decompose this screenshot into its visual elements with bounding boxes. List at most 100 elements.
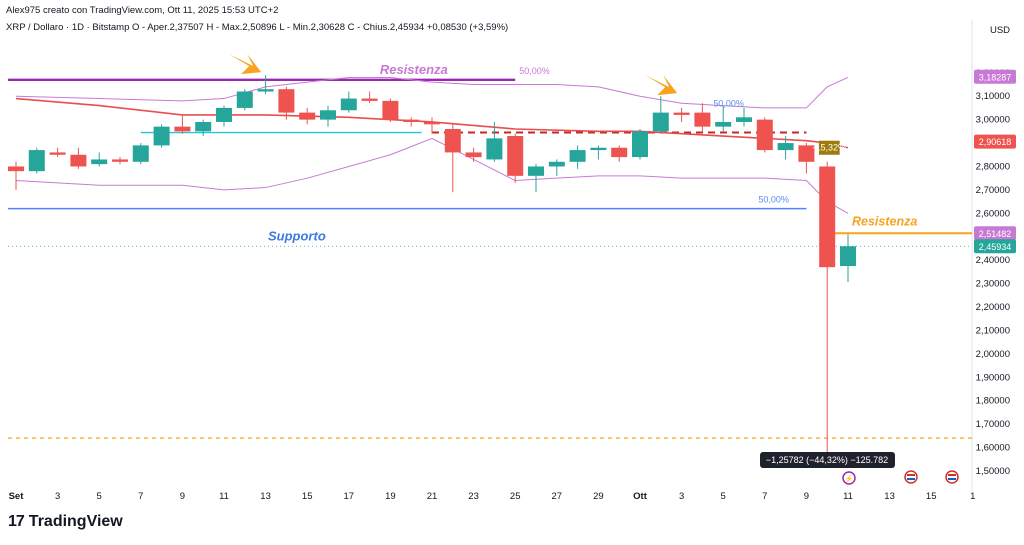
bollinger-lower-line — [15, 137, 849, 214]
candle-body — [673, 112, 690, 115]
x-tick-label: 27 — [552, 491, 563, 502]
candle-body — [590, 147, 607, 151]
support-label: Supporto — [268, 229, 326, 244]
candle-body — [153, 126, 170, 146]
x-tick-label: 23 — [468, 491, 479, 502]
tradingview-logo: 17 TradingView — [8, 513, 123, 531]
x-tick-label: 15 — [926, 491, 937, 502]
x-tick-label: 17 — [344, 491, 355, 502]
candle-body — [632, 131, 648, 158]
x-tick-label: 7 — [138, 491, 143, 502]
y-tick-label: 1,90000 — [976, 372, 1010, 383]
candle-body — [320, 110, 336, 120]
price-tag — [974, 239, 1016, 254]
candle-body — [777, 143, 794, 151]
chart-credit: Alex975 creato con TradingView.com, Ott … — [6, 5, 279, 16]
price-tag-label: 2,90618 — [979, 137, 1012, 147]
price-tag — [974, 226, 1016, 241]
x-tick-label: 11 — [843, 491, 853, 502]
x-tick-label: 13 — [884, 491, 895, 502]
candle-body — [528, 166, 544, 176]
candle-body — [8, 166, 24, 172]
candle-body — [132, 145, 149, 162]
us-flag-event-icon — [904, 470, 918, 484]
y-tick-label: 2,00000 — [976, 349, 1010, 360]
y-tick-label: 2,30000 — [976, 279, 1010, 290]
dashed-mid-pct: 50,00% — [713, 99, 744, 109]
candle-body — [736, 117, 752, 122]
y-tick-label: 2,10000 — [976, 325, 1010, 336]
flag-stripe — [907, 478, 915, 480]
arrow-icon — [229, 54, 262, 75]
price-tag — [974, 134, 1016, 149]
candle-body — [236, 91, 253, 108]
x-tick-label: 5 — [721, 491, 726, 502]
candle-body — [174, 126, 191, 132]
bollinger-upper-line — [15, 76, 849, 109]
resistance-pct-top: 50,00% — [519, 66, 550, 76]
x-tick-label: 9 — [180, 491, 185, 502]
y-tick-label: 3,00000 — [976, 115, 1010, 126]
us-flag-event-icon — [945, 470, 959, 484]
lightning-event-icon — [842, 471, 856, 485]
candle-body — [798, 145, 815, 162]
candle-body — [403, 119, 420, 122]
candle-body — [840, 246, 856, 266]
drop-percent-label: -15,32% — [813, 143, 847, 153]
x-tick-label: Set — [9, 491, 25, 502]
x-tick-label: 21 — [427, 491, 438, 502]
candle-body — [340, 98, 357, 111]
price-tag — [974, 69, 1016, 84]
candle-body — [611, 147, 628, 158]
candle-body — [569, 150, 586, 162]
candle-body — [465, 152, 482, 158]
tradingview-logo-text: TradingView — [28, 513, 123, 530]
x-tick-label: 7 — [762, 491, 767, 502]
x-tick-label: 9 — [804, 491, 809, 502]
y-tick-label: 3,10000 — [976, 91, 1010, 102]
candle-body — [756, 119, 773, 151]
candle-body — [49, 152, 66, 155]
symbol-ohlc-legend: XRP / Dollaro · 1D · Bitstamp O - Aper.2… — [6, 22, 509, 33]
resistance-label-top: Resistenza — [380, 62, 448, 77]
candle-body — [507, 136, 524, 176]
y-tick-label: 2,70000 — [976, 185, 1010, 196]
x-tick-label: 19 — [385, 491, 396, 502]
bollinger-mid-line — [15, 97, 849, 149]
resistance-label-orange: Resistenza — [852, 214, 917, 228]
x-tick-label: 15 — [302, 491, 313, 502]
candle-body — [216, 107, 232, 122]
candle-body — [257, 89, 274, 92]
flag-stripe — [948, 478, 956, 480]
currency-label: USD — [990, 25, 1010, 36]
y-tick-label: 2,60000 — [976, 208, 1010, 219]
candle-body — [28, 150, 45, 172]
x-tick-label: 13 — [260, 491, 271, 502]
x-tick-label: 3 — [55, 491, 60, 502]
y-tick-label: 1,70000 — [976, 419, 1010, 430]
y-tick-label: 1,80000 — [976, 396, 1010, 407]
price-tag-label: 2,45934 — [979, 242, 1012, 252]
candle-body — [819, 166, 836, 268]
drop-percent-box — [818, 140, 840, 155]
candle-body — [91, 159, 108, 165]
y-tick-label: 2,40000 — [976, 255, 1010, 266]
candle-body — [548, 161, 565, 167]
candle-body — [70, 154, 87, 167]
measure-label: −1,25782 (−44,32%) −125.782 — [766, 455, 888, 465]
candle-body — [424, 121, 440, 125]
candle-body — [299, 112, 316, 120]
x-tick-label: 29 — [593, 491, 604, 502]
measure-box — [760, 452, 895, 468]
candle-body — [715, 121, 732, 127]
flag-stripe — [948, 474, 956, 476]
flag-stripe — [907, 474, 915, 476]
x-tick-label: Ott — [633, 491, 648, 502]
x-tick-label: 25 — [510, 491, 521, 502]
support-pct: 50,00% — [758, 195, 789, 205]
candle-body — [652, 112, 669, 132]
candle-body — [694, 112, 711, 127]
x-tick-label: 11 — [219, 491, 229, 502]
x-tick-label: 1 — [970, 491, 975, 502]
